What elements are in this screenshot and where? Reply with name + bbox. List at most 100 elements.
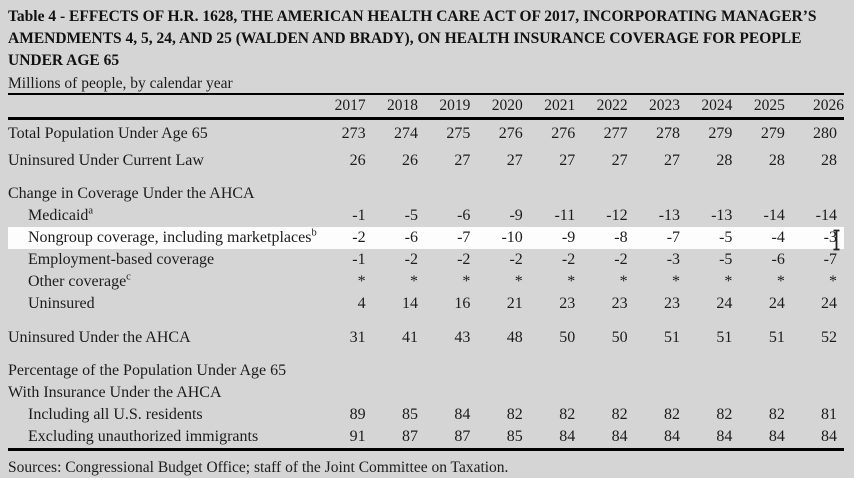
cell-value: -6 [404, 229, 418, 246]
cell-value: 81 [821, 406, 837, 423]
cell-value: -2 [561, 251, 576, 268]
cell-value: -7 [666, 229, 681, 246]
cell-value: -2 [509, 251, 523, 268]
cell-value: * [724, 273, 733, 290]
cell-value: 277 [603, 125, 628, 142]
coverage-table: 2017 2018 2019 2020 2021 2022 2023 2024 2025 2026… [8, 93, 844, 451]
cell-value: 50 [611, 329, 628, 346]
cell-value [732, 351, 784, 382]
cell-value [470, 382, 522, 404]
cell-value: 21 [506, 295, 523, 312]
cell-value: 4 [357, 295, 366, 312]
table-row: Excluding unauthorized immigrants 91 87 87 8… [8, 426, 844, 450]
row-label: Uninsured Under the AHCA [8, 329, 191, 346]
cell-value: 23 [611, 295, 628, 312]
cell-value [785, 174, 844, 205]
cell-value: -13 [711, 207, 733, 224]
cell-value [785, 351, 844, 382]
cell-value: -2 [404, 251, 418, 268]
cell-value [470, 174, 522, 205]
cell-value: 274 [393, 125, 418, 142]
cell-value: 23 [664, 295, 681, 312]
cell-value: 28 [716, 152, 733, 169]
cell-value [418, 351, 470, 382]
year-column-header: 2025 [753, 97, 785, 114]
cell-value: -14 [815, 207, 837, 224]
cell-value: -1 [352, 251, 366, 268]
table-row-highlighted: Nongroup coverage, including marketplace… [8, 227, 844, 249]
cell-value: 41 [401, 329, 418, 346]
cell-value [575, 174, 627, 205]
cell-value [732, 174, 784, 205]
cell-value: -11 [554, 207, 576, 224]
row-label: Other coveragec [28, 271, 131, 290]
cell-value: -12 [606, 207, 628, 224]
cell-value [628, 174, 680, 205]
year-column-header: 2021 [544, 97, 576, 114]
cell-value: -14 [763, 207, 785, 224]
section-row: Percentage of the Population Under Age 6… [8, 351, 844, 382]
cell-value [418, 382, 470, 404]
cell-value: 27 [559, 152, 576, 169]
cell-value: 280 [813, 125, 837, 142]
cell-value: 84 [611, 428, 628, 445]
cell-value: 276 [498, 125, 523, 142]
cell-value: -7 [457, 229, 471, 246]
row-label: Uninsured [28, 295, 95, 312]
cell-value: * [829, 273, 837, 290]
cell-value: -9 [561, 229, 576, 246]
cell-value: -6 [457, 207, 471, 224]
cell-value: 52 [821, 329, 837, 346]
row-label: With Insurance Under the AHCA [8, 384, 222, 401]
cell-value: -5 [719, 229, 733, 246]
cell-value: -2 [352, 229, 366, 246]
cell-value: 85 [506, 428, 523, 445]
table-row: Medicaida -1 -5 -6 -9 -11 -12 -13 -13 -14 -14 [8, 205, 844, 227]
cell-value: 82 [611, 406, 628, 423]
table-row: Employment-based coverage -1 -2 -2 -2 -2 -2 -3 -… [8, 249, 844, 271]
cell-value: 27 [454, 152, 471, 169]
cell-value: 82 [664, 406, 681, 423]
sources-note: Sources: Congressional Budget Office; st… [8, 459, 509, 476]
cell-value: 82 [768, 406, 785, 423]
cell-value: 16 [454, 295, 471, 312]
cell-value: 82 [559, 406, 576, 423]
table-title-line: Table 4 - EFFECTS OF H.R. 1628, THE AMER… [8, 8, 817, 25]
cell-value: 84 [716, 428, 733, 445]
row-label: Total Population Under Age 65 [8, 125, 208, 142]
cell-value [680, 382, 732, 404]
table-row: Uninsured 4 14 16 21 23 23 23 24 24 24 [8, 293, 844, 315]
cell-value: -4 [771, 229, 785, 246]
cell-value: 82 [506, 406, 523, 423]
table-row: Uninsured Under the AHCA 31 41 43 48 50 50 51 51… [8, 315, 844, 351]
cell-value: 27 [506, 152, 523, 169]
cell-value: 84 [768, 428, 785, 445]
table-row: Including all U.S. residents 89 85 84 82 82 82… [8, 404, 844, 426]
section-row: Change in Coverage Under the AHCA [8, 174, 844, 205]
table-title-line: UNDER AGE 65 [8, 52, 120, 69]
cell-value: 26 [401, 152, 418, 169]
cell-value: 51 [768, 329, 785, 346]
cell-value: 50 [559, 329, 576, 346]
cell-value: 24 [768, 295, 785, 312]
cell-value: 275 [446, 125, 471, 142]
cell-value: -2 [614, 251, 628, 268]
cell-value: 82 [716, 406, 733, 423]
cell-value: * [409, 273, 418, 290]
cell-value: 85 [401, 406, 418, 423]
section-row: With Insurance Under the AHCA [8, 382, 844, 404]
year-column-header: 2023 [649, 97, 681, 114]
cell-value [366, 351, 418, 382]
cell-value: 51 [664, 329, 681, 346]
cell-value: 276 [551, 125, 576, 142]
cell-value: * [462, 273, 471, 290]
text-cursor-icon [831, 229, 842, 251]
cell-value [366, 382, 418, 404]
row-label: Medicaida [28, 205, 94, 224]
cell-value: -3 [666, 251, 681, 268]
row-label: Uninsured Under Current Law [8, 152, 204, 169]
cell-value: -3 [823, 229, 837, 246]
table-subtitle: Millions of people, by calendar year [8, 75, 233, 92]
cell-value: 84 [559, 428, 576, 445]
